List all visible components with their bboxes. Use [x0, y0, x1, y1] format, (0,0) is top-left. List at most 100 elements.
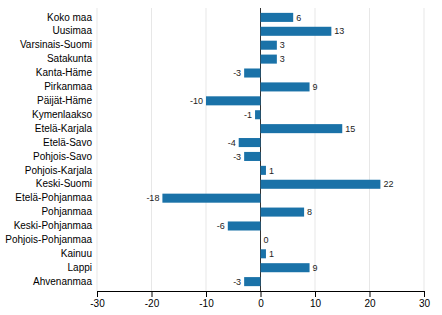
- y-axis: Koko maa Uusimaa Varsinais-Suomi Satakunta K…: [5, 12, 92, 287]
- x-tick-mark: [261, 291, 262, 297]
- y-tick-label: Koko maa: [47, 12, 92, 23]
- y-tick: Pohjanmaa: [41, 206, 92, 217]
- y-tick-label: Pohjois-Savo: [33, 151, 92, 162]
- data-label: -18: [146, 193, 159, 203]
- bar: [228, 221, 261, 230]
- y-tick: Kanta-Häme: [36, 67, 93, 78]
- y-tick-label: Etelä-Karjala: [35, 123, 93, 134]
- data-label: 22: [383, 179, 393, 189]
- x-tick-mark: [97, 291, 98, 297]
- y-tick-label: Ahvenanmaa: [33, 276, 92, 287]
- y-tick-label: Pirkanmaa: [44, 81, 92, 92]
- y-tick: Kainuu: [61, 248, 92, 259]
- bar: [244, 152, 260, 161]
- bar: [261, 55, 277, 64]
- bar: [261, 124, 343, 133]
- x-axis: -30-20-100102030: [90, 291, 430, 309]
- bar: [255, 110, 260, 119]
- grid-line: [206, 8, 207, 291]
- y-tick: Lappi: [68, 262, 92, 273]
- x-tick-label: -10: [199, 298, 214, 309]
- bar: [261, 166, 266, 175]
- bar: [261, 249, 266, 258]
- data-label: 9: [313, 263, 318, 273]
- grid-line: [369, 8, 370, 291]
- bar: [261, 180, 381, 189]
- data-label: 1: [269, 166, 274, 176]
- y-tick: Etelä-Karjala: [35, 123, 93, 134]
- y-tick-label: Pohjois-Karjala: [25, 165, 93, 176]
- x-tick-mark: [370, 291, 371, 297]
- y-tick: Satakunta: [47, 53, 92, 64]
- data-labels: 61333-39-10-115-4-3122-188-6019-3: [146, 13, 393, 287]
- x-tick-label: 10: [310, 298, 322, 309]
- y-tick-label: Keski-Pohjanmaa: [14, 220, 93, 231]
- y-tick: Ahvenanmaa: [33, 276, 92, 287]
- y-tick: Kymenlaakso: [32, 109, 92, 120]
- bar: [261, 27, 332, 36]
- y-tick: Koko maa: [47, 12, 92, 23]
- chart-container: -30-20-100102030Koko maaUusimaaVarsinais…: [0, 0, 442, 315]
- data-label: -4: [228, 138, 236, 148]
- bar: [162, 194, 260, 203]
- y-tick: Päijät-Häme: [37, 95, 92, 106]
- y-tick: Pohjois-Karjala: [25, 165, 93, 176]
- data-label: 3: [280, 40, 285, 50]
- y-tick-label: Pohjanmaa: [41, 206, 92, 217]
- bar: [206, 96, 261, 105]
- x-tick-mark: [315, 291, 316, 297]
- y-tick-label: Kymenlaakso: [32, 109, 92, 120]
- bar: [244, 277, 260, 286]
- data-label: 1: [269, 249, 274, 259]
- grid: [97, 8, 424, 291]
- x-tick-label: 20: [364, 298, 376, 309]
- chart: -30-20-100102030Koko maaUusimaaVarsinais…: [0, 0, 442, 315]
- y-tick-label: Päijät-Häme: [37, 95, 92, 106]
- x-tick-mark: [152, 291, 153, 297]
- x-tick: -10: [199, 291, 214, 309]
- y-tick: Uusimaa: [53, 25, 93, 36]
- data-label: -10: [190, 96, 203, 106]
- x-tick-label: -30: [90, 298, 105, 309]
- y-tick-label: Satakunta: [47, 53, 92, 64]
- x-tick: -30: [90, 291, 105, 309]
- y-tick-label: Kainuu: [61, 248, 92, 259]
- bar: [239, 138, 261, 147]
- data-label: 15: [345, 124, 355, 134]
- x-tick: 10: [310, 291, 322, 309]
- data-label: -3: [233, 68, 241, 78]
- y-tick-label: Kanta-Häme: [36, 67, 93, 78]
- y-tick: Keski-Suomi: [36, 178, 92, 189]
- data-label: -3: [233, 277, 241, 287]
- y-tick: Keski-Pohjanmaa: [14, 220, 93, 231]
- data-label: 13: [334, 26, 344, 36]
- data-label: 0: [264, 235, 269, 245]
- grid-line: [151, 8, 152, 291]
- grid-line: [424, 8, 425, 291]
- data-label: 3: [280, 54, 285, 64]
- x-tick: 0: [258, 291, 264, 309]
- y-tick-label: Etelä-Pohjanmaa: [15, 192, 92, 203]
- x-tick: 20: [364, 291, 376, 309]
- y-tick: Etelä-Pohjanmaa: [15, 192, 92, 203]
- grid-line: [315, 8, 316, 291]
- data-label: 8: [307, 207, 312, 217]
- bar: [261, 263, 310, 272]
- data-label: 9: [313, 82, 318, 92]
- y-tick-label: Uusimaa: [53, 25, 93, 36]
- y-tick: Pohjois-Pohjanmaa: [5, 234, 92, 245]
- x-tick-mark: [424, 291, 425, 297]
- x-tick-mark: [206, 291, 207, 297]
- y-tick-label: Pohjois-Pohjanmaa: [5, 234, 92, 245]
- y-tick-label: Keski-Suomi: [36, 178, 92, 189]
- y-tick: Etelä-Savo: [43, 137, 92, 148]
- bar: [244, 68, 260, 77]
- bar: [261, 82, 310, 91]
- zero-line: [260, 8, 261, 291]
- data-label: 6: [296, 13, 301, 23]
- y-tick-label: Varsinais-Suomi: [20, 39, 92, 50]
- y-tick: Pirkanmaa: [44, 81, 92, 92]
- y-tick-label: Etelä-Savo: [43, 137, 92, 148]
- bar: [261, 208, 305, 217]
- bar: [261, 13, 294, 22]
